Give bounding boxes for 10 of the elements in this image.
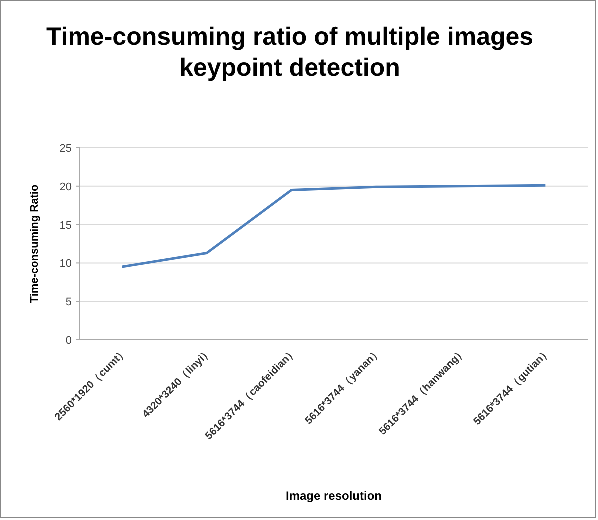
x-axis-title: Image resolution bbox=[286, 489, 382, 503]
line-series bbox=[121, 184, 547, 268]
y-tick-label: 5 bbox=[66, 296, 72, 309]
y-tick-label: 20 bbox=[60, 181, 72, 194]
chart-title: Time-consuming ratio of multiple images keypoint detection bbox=[46, 23, 534, 82]
y-tick-label: 25 bbox=[60, 143, 72, 155]
y-tick-label: 15 bbox=[60, 220, 72, 232]
y-tick-label: 0 bbox=[66, 335, 72, 347]
y-tick-label: 10 bbox=[60, 258, 72, 270]
y-axis-title: Time-consuming Ratio bbox=[29, 184, 41, 304]
